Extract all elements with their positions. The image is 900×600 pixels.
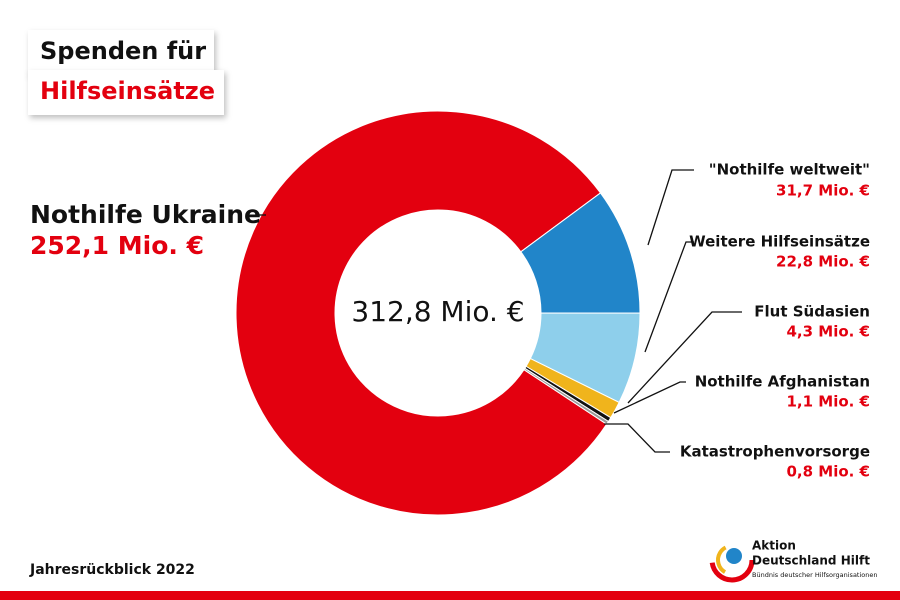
slice-label: Nothilfe Afghanistan: [695, 373, 870, 391]
slice-value: 252,1 Mio. €: [30, 231, 204, 260]
slice-value: 4,3 Mio. €: [786, 323, 870, 341]
chart-subtitle: Hilfseinsätze: [40, 77, 215, 105]
slice-label: Katastrophenvorsorge: [680, 443, 870, 461]
logo-text: Aktion: [752, 539, 796, 553]
title-box: [28, 30, 214, 75]
donut: [235, 110, 641, 516]
leader-line: [644, 241, 694, 353]
slice-label: Nothilfe Ukraine: [30, 200, 261, 229]
logo-ring: [715, 544, 748, 576]
bottom-bar: [0, 591, 900, 600]
donut-slice: [235, 110, 608, 516]
slice-value: 0,8 Mio. €: [786, 463, 870, 481]
logo: Aktion Deutschland Hilft Bündnis deutsch…: [709, 537, 878, 583]
footer: Jahresrückblick 2022: [29, 562, 195, 578]
slice-value: 1,1 Mio. €: [786, 393, 870, 411]
logo-text: Deutschland Hilft: [752, 554, 870, 568]
slice-value: 22,8 Mio. €: [776, 253, 870, 271]
leader-line: [627, 311, 742, 404]
slice-label: Flut Südasien: [754, 303, 870, 321]
leader-line: [604, 423, 670, 453]
center-label: 312,8 Mio. €: [351, 295, 524, 328]
logo-ring: [709, 537, 755, 583]
slice-label: "Nothilfe weltweit": [709, 161, 870, 179]
donut-slice: [523, 367, 610, 425]
logo-tagline: Bündnis deutscher Hilfsorganisationen: [752, 571, 878, 579]
logo-dot: [726, 548, 742, 564]
slice-value: 31,7 Mio. €: [776, 182, 870, 200]
slice-label: Weitere Hilfseinsätze: [689, 233, 870, 251]
title-box: [28, 70, 224, 115]
chart-title: Spenden für: [40, 37, 206, 65]
leader-line: [647, 169, 694, 246]
leader-line: [613, 381, 686, 414]
